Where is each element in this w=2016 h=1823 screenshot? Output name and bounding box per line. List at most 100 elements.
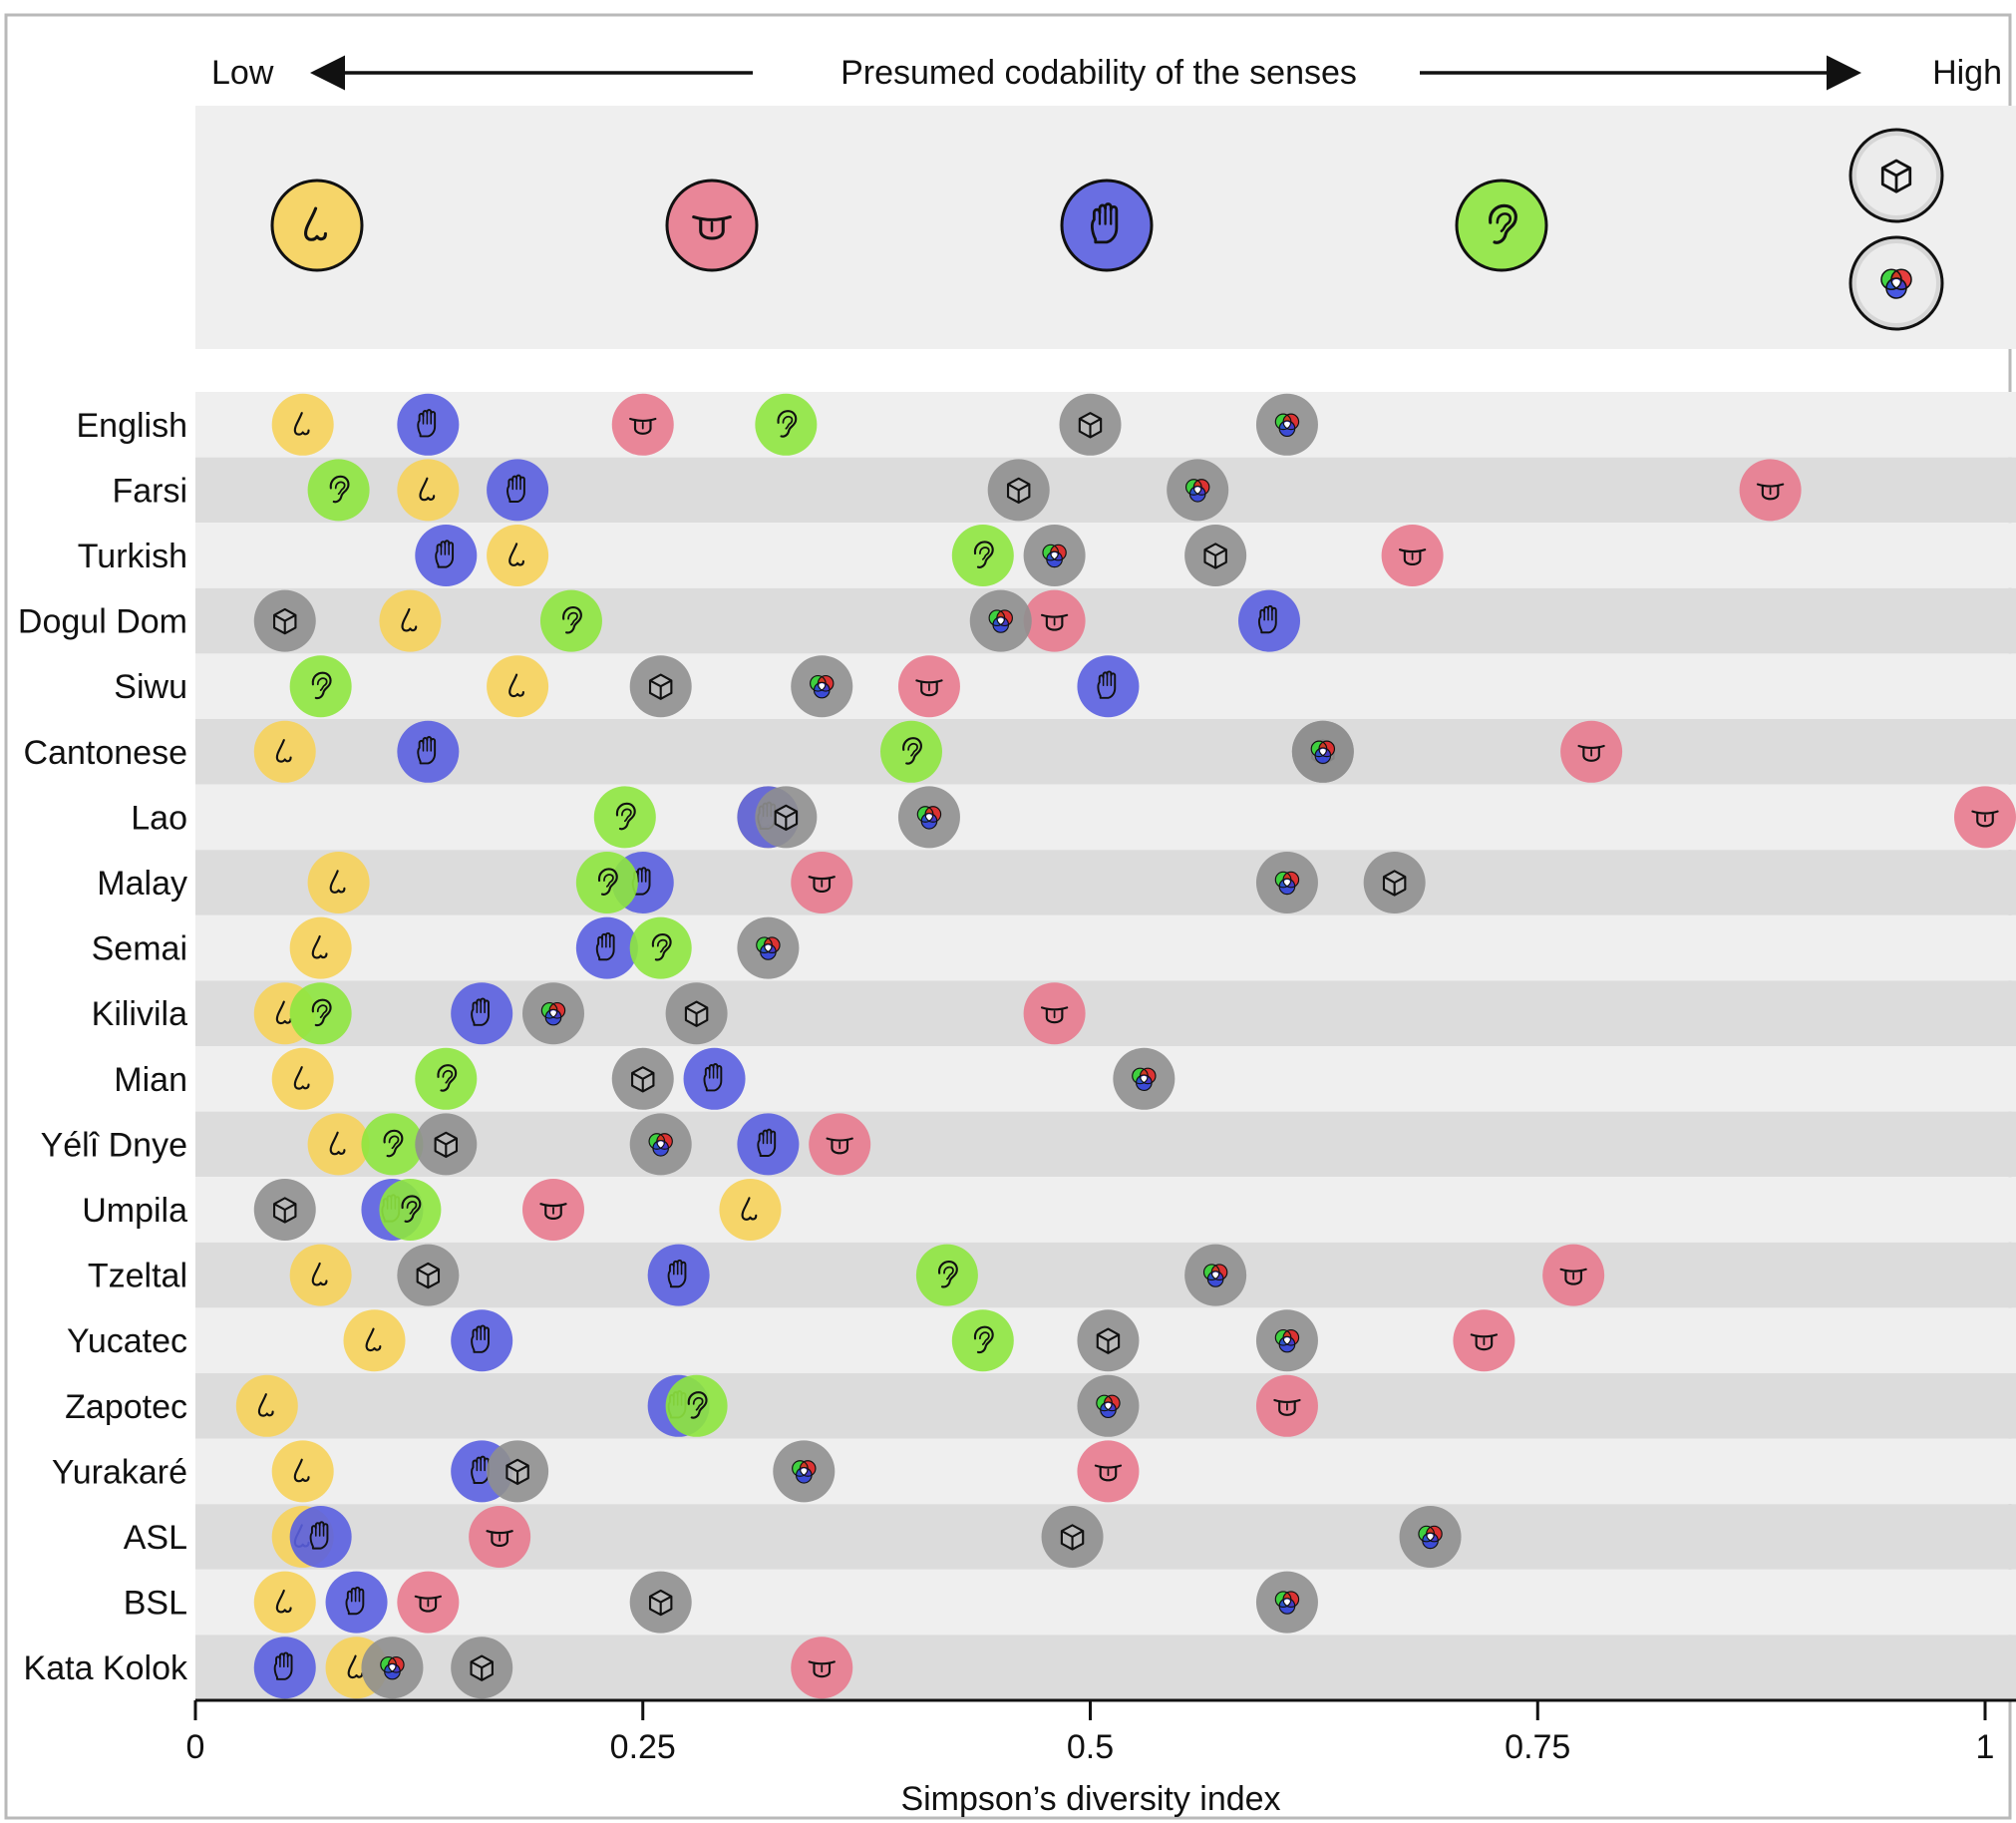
point-taste — [809, 1113, 871, 1176]
point-touch — [1077, 655, 1140, 718]
cube-icon — [470, 1654, 494, 1681]
cube-icon — [1096, 1327, 1121, 1354]
point-sound — [880, 720, 942, 783]
row-band — [195, 1569, 2016, 1636]
point-taste — [611, 393, 674, 456]
point-shape — [611, 1047, 674, 1110]
point-shape — [629, 1571, 692, 1634]
language-label: Yurakaré — [52, 1453, 187, 1491]
point-color — [1255, 1309, 1318, 1372]
point-color — [1255, 852, 1318, 913]
language-label: Yélî Dnye — [41, 1126, 187, 1164]
point-smell — [307, 852, 370, 913]
point-shape — [1363, 852, 1426, 913]
cube-icon — [648, 673, 673, 700]
point-smell — [397, 459, 460, 522]
data-points — [235, 393, 2016, 1699]
language-label: English — [76, 407, 187, 445]
cube-icon — [1880, 159, 1912, 193]
point-color — [361, 1637, 424, 1699]
point-shape — [397, 1244, 460, 1306]
legend-taste — [665, 179, 759, 272]
x-tick-label: 0.5 — [1067, 1728, 1114, 1766]
cube-icon — [273, 1197, 297, 1224]
language-label: Cantonese — [24, 734, 187, 772]
point-smell — [307, 1113, 370, 1176]
point-sound — [755, 393, 818, 456]
x-tick-label: 0 — [186, 1728, 205, 1766]
point-shape — [415, 1113, 478, 1176]
language-label: Yucatec — [67, 1322, 187, 1360]
point-touch — [253, 1637, 316, 1699]
point-sound — [629, 916, 692, 979]
point-taste — [1023, 982, 1086, 1045]
point-color — [773, 1440, 836, 1503]
point-sound — [665, 1374, 728, 1437]
point-smell — [289, 916, 352, 979]
language-label: Siwu — [114, 668, 187, 706]
row-band — [195, 1111, 2016, 1178]
point-color — [522, 982, 584, 1045]
cube-icon — [774, 804, 799, 832]
legend-smell — [270, 179, 364, 272]
point-smell — [235, 1374, 298, 1437]
point-smell — [379, 589, 442, 652]
point-shape — [1059, 393, 1122, 456]
row-band — [195, 1504, 2016, 1570]
point-touch — [415, 525, 478, 586]
point-color — [737, 916, 800, 979]
cube-icon — [1006, 477, 1031, 505]
point-sound — [539, 589, 602, 652]
point-sound — [575, 852, 638, 913]
point-taste — [791, 1637, 853, 1699]
x-tick-label: 0.75 — [1505, 1728, 1570, 1766]
point-sound — [415, 1047, 478, 1110]
language-rows: English Farsi Turkish Dogul Dom Siwu Cantones… — [18, 392, 2016, 1700]
language-label: ASL — [124, 1519, 187, 1557]
point-touch — [575, 916, 638, 979]
sense-legend — [270, 128, 1944, 331]
point-color — [1291, 720, 1354, 783]
cube-icon — [1060, 1524, 1085, 1551]
low-label: Low — [211, 54, 274, 92]
point-smell — [487, 525, 549, 586]
language-label: Zapotec — [65, 1388, 187, 1426]
point-taste — [1453, 1309, 1515, 1372]
row-band — [195, 850, 2016, 915]
point-smell — [719, 1179, 782, 1241]
point-taste — [469, 1506, 531, 1568]
legend-touch — [1060, 179, 1154, 272]
point-color — [969, 589, 1032, 652]
cube-icon — [273, 607, 297, 635]
point-touch — [1238, 589, 1300, 652]
point-shape — [253, 1179, 316, 1241]
row-band — [195, 1177, 2016, 1243]
point-smell — [253, 1571, 316, 1634]
point-taste — [1560, 720, 1623, 783]
x-axis-label: Simpson’s diversity index — [900, 1780, 1280, 1818]
cube-icon — [631, 1066, 655, 1093]
point-color — [629, 1113, 692, 1176]
language-label: Farsi — [112, 472, 187, 510]
language-label: Dogul Dom — [18, 603, 187, 641]
cube-icon — [1203, 543, 1227, 569]
row-band — [195, 1046, 2016, 1112]
point-taste — [1381, 525, 1444, 586]
point-taste — [1255, 1374, 1318, 1437]
point-touch — [451, 1309, 513, 1372]
point-smell — [271, 393, 334, 456]
point-color — [897, 786, 960, 849]
point-color — [1077, 1374, 1140, 1437]
row-band — [195, 914, 2016, 981]
language-label: Umpila — [82, 1192, 187, 1230]
point-shape — [451, 1637, 513, 1699]
cube-icon — [1382, 870, 1407, 897]
header: Low Presumed codability of the senses Hi… — [211, 54, 2002, 92]
legend-shape — [1848, 128, 1944, 223]
point-sound — [289, 655, 352, 718]
language-label: Lao — [131, 799, 187, 837]
point-shape — [253, 589, 316, 652]
point-sound — [379, 1179, 442, 1241]
point-touch — [683, 1047, 746, 1110]
